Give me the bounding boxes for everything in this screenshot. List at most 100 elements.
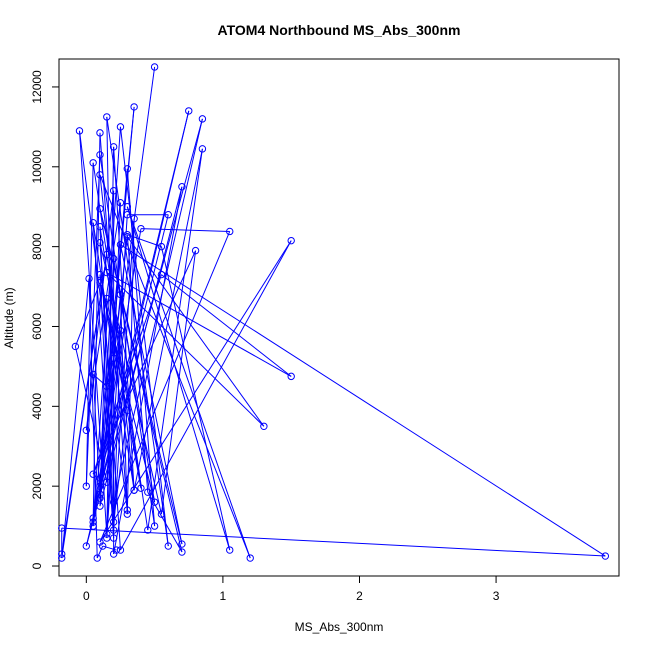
data-point (96, 238, 104, 247)
data-point (226, 546, 234, 554)
series-segment (99, 226, 115, 523)
series-segment (147, 491, 183, 553)
data-point (103, 382, 111, 391)
series-segment (102, 545, 117, 551)
x-tick-label: 2 (356, 589, 363, 603)
series-segment (120, 240, 292, 551)
y-axis-label: Altitude (m) (2, 287, 16, 348)
data-point (109, 143, 118, 151)
data-point (178, 548, 186, 556)
y-tick-label: 10000 (30, 150, 44, 184)
series-segment (126, 206, 231, 551)
data-point (130, 103, 138, 111)
data-point (164, 542, 172, 550)
data-point (96, 270, 104, 279)
data-point (123, 506, 131, 514)
series-segment (106, 358, 115, 387)
series-segment (92, 66, 156, 527)
data-point (99, 542, 107, 550)
data-point (109, 518, 118, 526)
data-point (109, 187, 118, 195)
series-segment (161, 274, 292, 377)
data-point (58, 550, 66, 558)
series-segment (126, 218, 135, 515)
data-point (96, 171, 104, 179)
series-segment (119, 294, 128, 515)
data-point (157, 242, 166, 251)
data-point (116, 240, 125, 249)
data-point (103, 294, 111, 303)
series-segment (127, 234, 162, 248)
series-segment (92, 374, 101, 495)
data-point (123, 232, 131, 241)
data-point (157, 270, 166, 279)
data-point (58, 554, 66, 562)
data-point (157, 510, 166, 518)
data-point (103, 478, 111, 486)
data-point (287, 236, 295, 245)
series-segment (61, 278, 90, 559)
data-point (137, 224, 145, 233)
data-point (144, 526, 152, 534)
y-axis: 0 2000 4000 6000 8000 10000 12000 (30, 70, 60, 569)
y-tick-label: 0 (30, 562, 44, 569)
data-point (150, 498, 159, 506)
data-point (198, 145, 207, 153)
data-point (123, 165, 131, 173)
data-point (96, 205, 104, 213)
data-point (109, 254, 118, 263)
data-point (137, 484, 145, 492)
data-point (123, 210, 131, 219)
series-segment (99, 240, 292, 543)
data-point (130, 214, 138, 223)
data-point (116, 199, 125, 207)
data-point (93, 554, 101, 562)
data-point (191, 246, 200, 255)
data-point (85, 274, 93, 283)
series-segment (85, 190, 115, 431)
data-point (89, 218, 97, 227)
series-segment (106, 116, 169, 547)
data-point (178, 540, 186, 548)
data-point (260, 422, 268, 430)
data-point (96, 151, 104, 159)
data-point (246, 554, 254, 562)
y-tick-label: 8000 (30, 233, 44, 260)
series-segment (61, 527, 606, 557)
data-point (89, 518, 97, 526)
data-point (96, 129, 104, 137)
data-point (116, 326, 125, 335)
data-point (96, 494, 104, 502)
series-segment (99, 226, 142, 489)
data-point (75, 127, 84, 135)
data-point (109, 498, 118, 506)
series-segment (99, 231, 231, 543)
series-segment (113, 330, 121, 531)
data-point (185, 107, 193, 115)
series-segment (126, 206, 251, 559)
series-segment (113, 218, 135, 531)
series-segment (120, 244, 606, 557)
data-point (164, 210, 172, 219)
series-segment (61, 254, 108, 559)
data-point (109, 534, 118, 542)
series-segment (85, 162, 94, 487)
data-point (116, 123, 125, 131)
series-segment (92, 222, 135, 491)
data-point (178, 183, 186, 191)
series-segment (88, 278, 98, 559)
series-segment (96, 545, 104, 559)
data-point (130, 486, 138, 494)
y-tick-label: 4000 (30, 393, 44, 420)
data-point (96, 482, 104, 490)
data-point (89, 514, 97, 522)
series-segment (99, 298, 108, 499)
data-point (226, 227, 234, 236)
data-point (96, 490, 104, 498)
data-point (82, 482, 91, 490)
series-segment (99, 174, 135, 491)
series-lines (61, 66, 606, 559)
data-point (198, 115, 207, 123)
data-point (82, 426, 91, 434)
data-point (116, 290, 125, 299)
